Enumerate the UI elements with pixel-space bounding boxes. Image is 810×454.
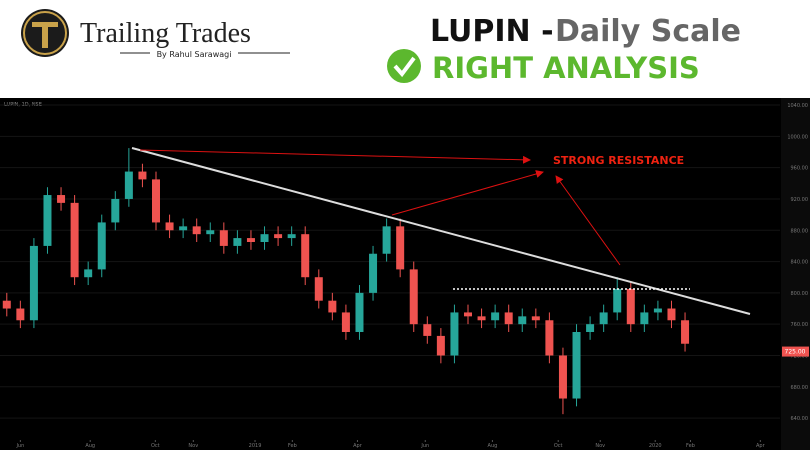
candle-body [328, 300, 337, 313]
candle-body [667, 308, 676, 321]
x-tick-label: Oct [554, 443, 563, 449]
candle-body [192, 226, 201, 235]
subtitle: Daily Scale [555, 14, 741, 49]
x-tick-label: Aug [85, 443, 95, 449]
verdict: RIGHT ANALYSIS [432, 51, 700, 85]
candle-body [287, 234, 296, 239]
candle-body [138, 171, 147, 180]
candle-body [450, 312, 459, 356]
y-tick-label: 920.00 [791, 197, 809, 203]
candle-body [16, 308, 25, 321]
candle-body [491, 312, 500, 321]
candle-body [70, 202, 79, 278]
candle-body [396, 226, 405, 270]
candle-body [274, 234, 283, 239]
annotation: STRONG RESISTANCE [553, 154, 684, 167]
price-tag-label: 725.00 [785, 349, 806, 356]
candle-body [246, 238, 255, 242]
candle-body [314, 277, 323, 301]
candle-body [206, 230, 215, 235]
logo-ring [23, 11, 67, 55]
y-tick-label: 1000.00 [787, 134, 808, 140]
candle-body [572, 332, 581, 399]
arrow [139, 149, 531, 164]
y-tick-label: 1040.00 [787, 103, 808, 109]
candle-body [111, 198, 120, 223]
candle-body [341, 312, 350, 332]
candle-body [436, 335, 445, 356]
candle-body [233, 238, 242, 246]
candle-body [586, 324, 595, 332]
brand: Trailing Trades [80, 18, 251, 49]
candle-body [653, 308, 662, 313]
y-tick-label: 760.00 [791, 322, 809, 328]
x-tick-label: 2020 [649, 443, 662, 449]
x-tick-label: Jun [420, 443, 429, 449]
candle-body [382, 226, 391, 254]
x-tick-label: Apr [353, 443, 363, 449]
x-tick-label: Nov [595, 443, 605, 449]
x-tick-label: Nov [188, 443, 198, 449]
candle-body [260, 234, 269, 242]
x-tick-label: Oct [151, 443, 160, 449]
trendline [131, 147, 751, 315]
chart-bg [0, 98, 810, 450]
candle-body [545, 320, 554, 356]
candle-body [599, 312, 608, 325]
x-tick-label: 2019 [249, 443, 262, 449]
candle-body [626, 288, 635, 325]
candle-body [124, 171, 133, 199]
candle-body [2, 300, 11, 309]
plot: 640.00680.00720.00760.00800.00840.00880.… [0, 103, 808, 449]
candle-body [43, 195, 52, 246]
candle-body [518, 316, 527, 325]
candle-body [613, 288, 622, 313]
candle-body [409, 269, 418, 325]
x-tick-label: Jun [15, 443, 24, 449]
arrow [555, 175, 621, 266]
title: LUPIN - [430, 14, 554, 49]
y-tick-label: 840.00 [791, 260, 809, 266]
candle-body [558, 355, 567, 399]
candle-body [57, 195, 66, 203]
y-tick-label: 640.00 [791, 416, 809, 422]
y-tick-label: 960.00 [791, 166, 809, 172]
price-tag [782, 346, 809, 357]
logo-t [32, 22, 58, 48]
candle-body [464, 312, 472, 317]
y-tick-label: 880.00 [791, 228, 809, 234]
byline: By Rahul Sarawagi [157, 50, 232, 59]
y-tick-label: 800.00 [791, 291, 809, 297]
candle-body [423, 324, 432, 336]
check-mark [393, 56, 416, 78]
y-tick-label: 680.00 [791, 385, 809, 391]
candle-body [477, 316, 486, 321]
x-tick-label: Feb [686, 443, 695, 449]
candle-body [504, 312, 513, 325]
candle-body [29, 245, 38, 321]
candle-body [84, 269, 93, 278]
candle-body [179, 226, 188, 231]
price-axis [781, 98, 810, 450]
candle-body [369, 253, 378, 293]
check-icon [387, 49, 421, 83]
arrow [391, 170, 544, 216]
candle-body [219, 230, 228, 246]
candle-body [681, 320, 690, 344]
candle-body [355, 292, 364, 332]
x-tick-label: Feb [288, 443, 297, 449]
x-tick-label: Aug [488, 443, 498, 449]
candle-body [531, 316, 540, 321]
candle-body [97, 222, 106, 270]
candle-body [165, 222, 174, 231]
x-tick-label: Apr [756, 443, 766, 449]
candle-body [152, 179, 160, 223]
candle-body [640, 312, 649, 325]
candle-body [301, 234, 310, 278]
